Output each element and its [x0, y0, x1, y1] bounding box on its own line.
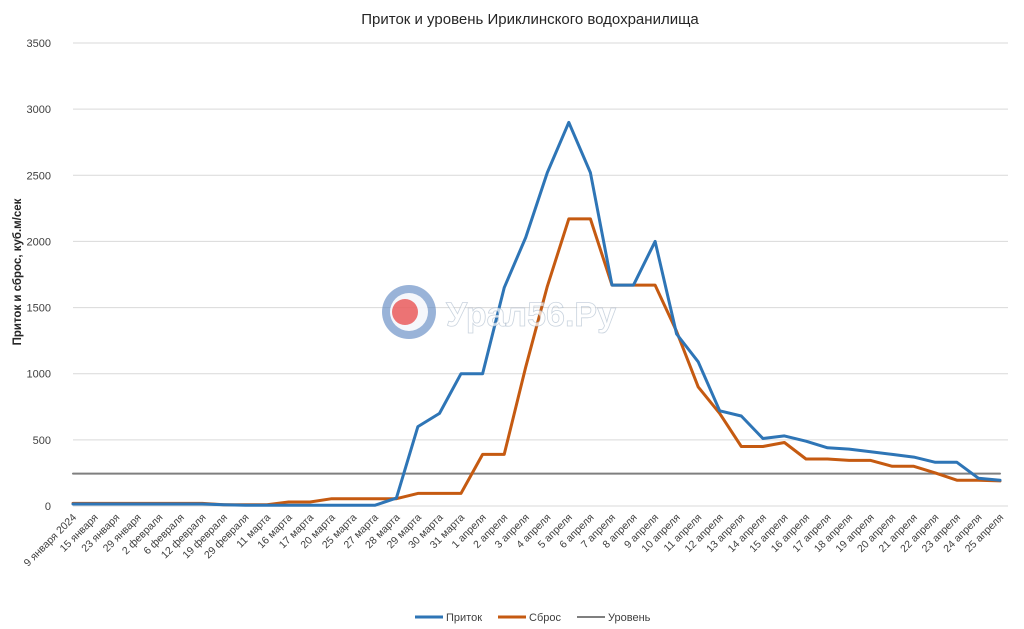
- watermark-logo-inner: [392, 299, 418, 325]
- legend-label: Приток: [446, 612, 482, 624]
- y-tick-label: 1500: [27, 303, 51, 315]
- y-tick-label: 3500: [27, 38, 51, 50]
- y-tick-label: 3000: [27, 104, 51, 116]
- legend-label: Уровень: [608, 612, 651, 624]
- watermark: Урал56.Ру: [382, 285, 616, 339]
- y-tick-label: 1000: [27, 369, 51, 381]
- y-tick-label: 500: [33, 435, 51, 447]
- legend: Приток Сброс Уровень: [415, 612, 651, 624]
- series-lines: [71, 120, 1002, 507]
- series-line-discharge: [71, 217, 1002, 507]
- y-axis-label: Приток и сброс, куб.м/сек: [12, 198, 24, 345]
- y-axis-ticks: 0 500 1000 1500 2000 2500 3000 3500: [27, 38, 51, 513]
- legend-label: Сброс: [529, 612, 561, 624]
- y-tick-label: 2500: [27, 170, 51, 182]
- y-tick-label: 0: [45, 501, 51, 513]
- series-line-inflow: [71, 120, 1002, 507]
- chart-title: Приток и уровень Ириклинского водохранил…: [361, 11, 699, 28]
- y-tick-label: 2000: [27, 236, 51, 248]
- gridlines: [73, 42, 1008, 507]
- watermark-text: Урал56.Ру: [446, 296, 616, 334]
